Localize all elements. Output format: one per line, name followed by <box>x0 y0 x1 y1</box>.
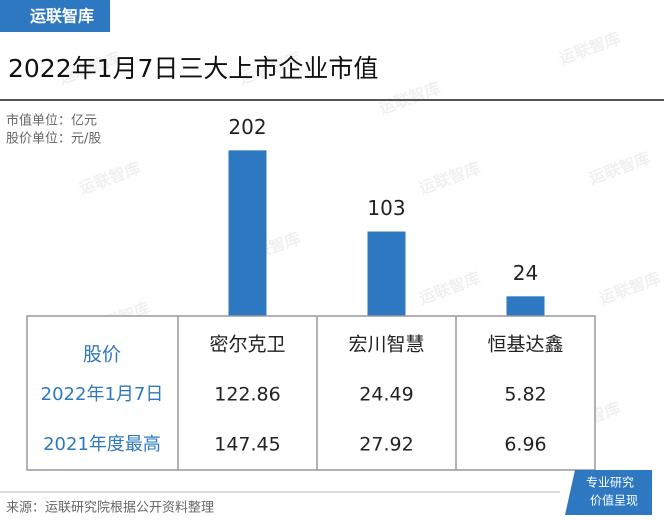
chart-title: 2022年1月7日三大上市企业市值 <box>8 54 378 83</box>
watermark: 运联智库 <box>586 148 653 188</box>
source: 来源：运联研究院根据公开资料整理 <box>6 501 214 516</box>
bar <box>228 150 267 316</box>
watermark: 运联智库 <box>416 158 483 198</box>
table-cell: 6.96 <box>504 434 546 456</box>
bars: 202 103 24 <box>228 115 545 316</box>
table-cell: 147.45 <box>214 434 280 456</box>
value-label: 103 <box>367 196 405 220</box>
table-cell: 24.49 <box>359 384 413 406</box>
badge <box>565 470 652 515</box>
category-label: 宏川智慧 <box>348 334 424 356</box>
unit-note: 股价单位：元/股 <box>6 132 101 147</box>
badge-text: 专业研究 <box>586 475 634 490</box>
table-header: 股价 <box>83 344 121 366</box>
logo-text: 运联智库 <box>30 7 94 26</box>
watermark: 运联智库 <box>376 78 443 118</box>
watermark: 运联智库 <box>76 158 143 198</box>
category-label: 恒基达鑫 <box>487 334 563 356</box>
bar <box>367 231 406 316</box>
value-label: 24 <box>513 261 538 285</box>
bar <box>506 296 545 316</box>
row-label: 2022年1月7日 <box>41 384 164 405</box>
value-label: 202 <box>228 115 266 139</box>
table-cell: 122.86 <box>214 384 280 406</box>
table-border <box>26 315 596 471</box>
category-label: 密尔克卫 <box>209 334 285 356</box>
watermark: 运联智库 <box>416 268 483 308</box>
table-cell: 5.82 <box>504 384 546 406</box>
logo-box <box>0 0 110 32</box>
watermark: 运联智库 <box>556 28 623 68</box>
watermark: 运联智库 <box>596 268 663 308</box>
row-label: 2021年度最高 <box>43 434 161 455</box>
badge-text: 价值呈现 <box>590 493 638 508</box>
table: 密尔克卫 宏川智慧 恒基达鑫 股价 2022年1月7日 122.86 24.49 5.82 20… <box>41 334 564 456</box>
unit-note: 市值单位：亿元 <box>6 113 97 129</box>
table-cell: 27.92 <box>359 434 413 456</box>
